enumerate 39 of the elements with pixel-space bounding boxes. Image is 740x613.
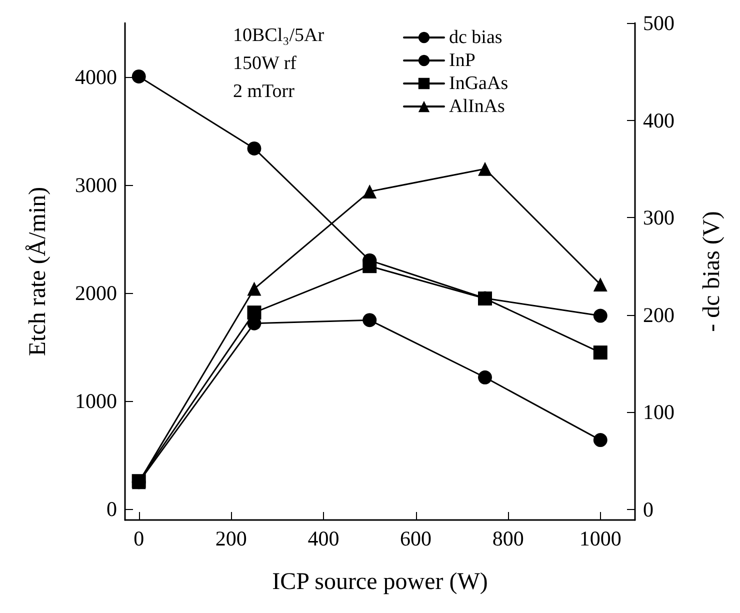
x-tick-label: 200 (215, 526, 247, 550)
point (593, 433, 608, 448)
y2-tick-label: 0 (643, 497, 654, 522)
y-tick-label: 2000 (75, 281, 117, 306)
point (247, 141, 262, 156)
annotation: 150W rf (233, 53, 298, 74)
x-tick-label: 400 (308, 526, 340, 550)
point (247, 306, 262, 320)
point (362, 313, 377, 328)
y2-tick-label: 100 (643, 400, 674, 424)
point (132, 69, 146, 84)
legend-label: InP (449, 50, 476, 71)
y2-tick-label: 400 (643, 108, 674, 132)
point (593, 308, 608, 323)
point (593, 277, 608, 292)
y-axis-title: Etch rate (Å/min) (25, 186, 51, 356)
legend-label: InGaAs (449, 73, 508, 94)
legend-label: AlInAs (449, 96, 505, 117)
y-tick-label: 0 (106, 497, 117, 522)
x-tick-label: 0 (134, 526, 144, 550)
annotation: 2 mTorr (233, 81, 296, 102)
point (478, 162, 492, 176)
x-tick-label: 1000 (579, 526, 622, 550)
y-tick-label: 4000 (75, 65, 117, 90)
x-axis-title: ICP source power (W) (272, 569, 488, 595)
y-tick-label: 1000 (75, 389, 117, 414)
point (247, 282, 262, 296)
point (362, 184, 377, 199)
x-tick-label: 600 (400, 526, 432, 550)
point (593, 346, 608, 360)
y-tick-label: 3000 (75, 173, 117, 198)
annotation: 10BCl₃/5Ar (233, 25, 325, 46)
x-tick-label: 800 (492, 526, 524, 550)
point (478, 370, 492, 384)
legend-label: dc bias (449, 27, 502, 48)
y2-tick-label: 500 (643, 11, 674, 35)
y2-tick-label: 200 (643, 302, 674, 327)
y2-tick-label: 300 (643, 206, 674, 230)
y2-axis-title: - dc bias (V) (699, 211, 725, 332)
